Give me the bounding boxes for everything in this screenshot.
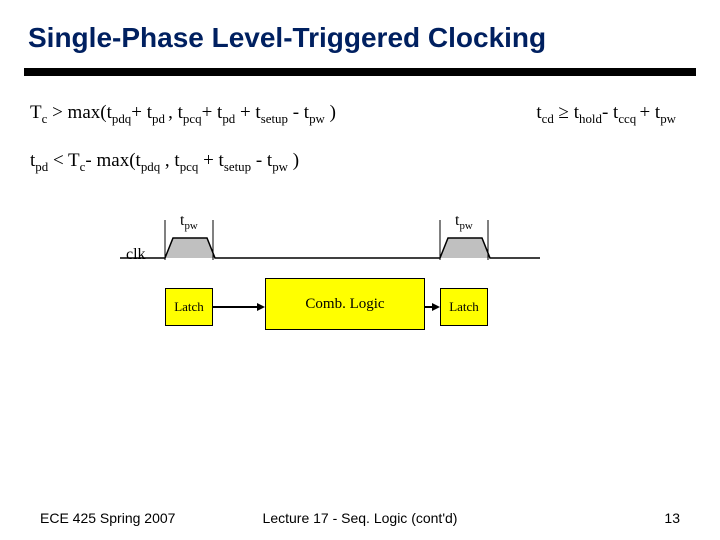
latch-box-1: Latch — [165, 288, 213, 326]
equation-3: tpd < Tc- max(tpdq , tpcq + tsetup - tpw… — [30, 150, 299, 175]
equation-2: tcd ≥ thold- tccq + tpw — [536, 102, 676, 127]
title-rule — [24, 68, 696, 76]
footer-right: 13 — [664, 510, 680, 526]
footer-center: Lecture 17 - Seq. Logic (cont'd) — [0, 510, 720, 526]
connector-1 — [213, 306, 259, 308]
tpw-label-1: tpw — [180, 212, 198, 232]
latch-box-2: Latch — [440, 288, 488, 326]
timing-diagram: clk tpw tpw Latch Comb. Logic Latch — [0, 200, 720, 370]
equation-1: Tc > max(tpdq+ tpd , tpcq+ tpd + tsetup … — [30, 102, 336, 127]
clk-label: clk — [126, 246, 146, 264]
comb-logic-box: Comb. Logic — [265, 278, 425, 330]
slide-title: Single-Phase Level-Triggered Clocking — [28, 22, 546, 54]
arrowhead-1 — [257, 303, 265, 311]
arrowhead-2 — [432, 303, 440, 311]
tpw-label-2: tpw — [455, 212, 473, 232]
slide: Single-Phase Level-Triggered Clocking Tc… — [0, 0, 720, 540]
